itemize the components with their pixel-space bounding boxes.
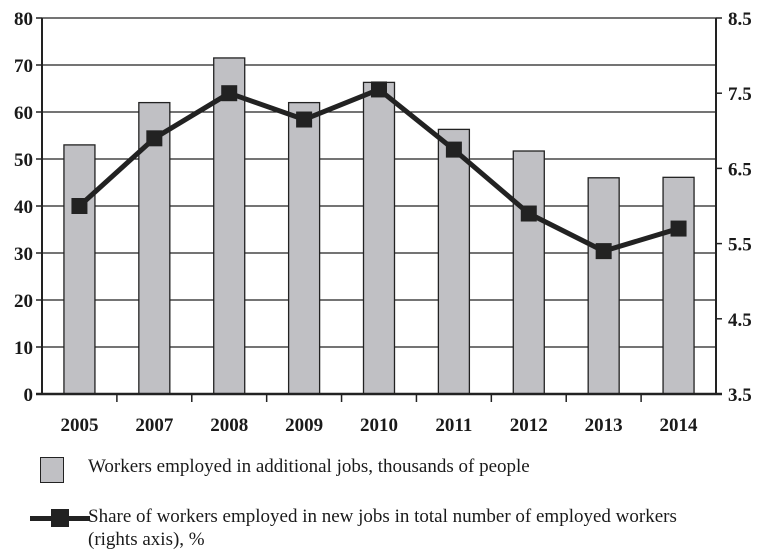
line-point-marker	[146, 130, 163, 147]
left-tick-label: 60	[14, 103, 33, 124]
right-tick-label: 5.5	[728, 235, 752, 256]
legend-marker-swatch	[51, 509, 69, 527]
left-tick-label: 80	[14, 9, 33, 30]
x-tick-label: 2005	[60, 415, 98, 436]
line-point-marker	[595, 243, 612, 260]
x-tick-label: 2011	[435, 415, 472, 436]
x-tick-label: 2014	[660, 415, 699, 436]
bar	[662, 176, 695, 395]
right-tick-label: 6.5	[728, 159, 752, 180]
bar	[512, 150, 545, 395]
left-tick-label: 70	[14, 56, 33, 77]
line-series	[71, 81, 687, 260]
tick-labels: 0 10 20 30 40 50 60 70 80 3.5 4.5 5.5 6.5 7.5 8.5 2005 2…	[14, 9, 752, 436]
bar	[437, 128, 471, 395]
line-point-marker	[371, 81, 387, 98]
legend-line-label: Share of workers employed in new jobs in…	[88, 506, 677, 550]
bar	[63, 144, 96, 395]
left-tick-label: 0	[24, 385, 34, 406]
left-tick-label: 50	[14, 150, 33, 171]
line-point-marker	[670, 220, 687, 237]
bar-series	[63, 57, 695, 395]
bar	[213, 57, 246, 395]
left-tick-label: 40	[14, 197, 33, 218]
right-tick-label: 3.5	[728, 385, 752, 406]
x-tick-label: 2012	[510, 415, 548, 436]
combo-chart: 0 10 20 30 40 50 60 70 80 3.5 4.5 5.5 6.5 7.5 8.5 2005 2…	[14, 9, 752, 436]
line-point-marker	[296, 111, 313, 128]
bar	[587, 177, 620, 395]
right-tick-label: 7.5	[728, 84, 752, 105]
bar	[138, 101, 171, 395]
bar	[287, 101, 321, 395]
right-tick-label: 4.5	[728, 310, 752, 331]
line-point-marker	[445, 141, 462, 158]
left-tick-label: 20	[14, 291, 33, 312]
x-tick-label: 2009	[285, 415, 323, 436]
x-tick-label: 2013	[585, 415, 623, 436]
left-tick-label: 30	[14, 244, 33, 265]
line-point-marker	[520, 205, 537, 222]
x-tick-label: 2007	[135, 415, 174, 436]
legend-bar-label: Workers employed in additional jobs, tho…	[88, 456, 530, 477]
axes	[36, 17, 722, 402]
legend-bar-swatch	[40, 457, 64, 483]
x-tick-label: 2010	[360, 415, 398, 436]
x-tick-label: 2008	[210, 415, 248, 436]
right-tick-label: 8.5	[728, 9, 752, 30]
line-point-marker	[221, 85, 238, 102]
line-point-marker	[71, 198, 88, 214]
bar	[362, 81, 396, 395]
left-tick-label: 10	[14, 338, 33, 359]
